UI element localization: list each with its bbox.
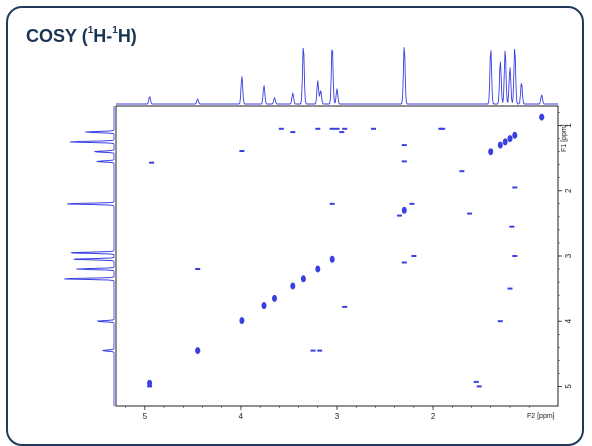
diagonal-peak	[488, 148, 494, 156]
cross-peak	[409, 202, 415, 205]
cross-peak	[512, 255, 518, 257]
cross-peak	[440, 127, 446, 130]
cross-peak	[310, 349, 316, 352]
cross-peak	[397, 214, 402, 217]
cross-peak	[315, 127, 321, 130]
cross-peak	[317, 349, 323, 352]
y-tick-label: 1	[564, 123, 573, 128]
x-tick-label: 4	[239, 412, 244, 421]
cross-peak	[278, 127, 284, 130]
diagonal-peak	[315, 265, 321, 273]
f1-projection	[64, 106, 115, 406]
diagonal-peak	[300, 275, 306, 283]
diagonal-peak	[239, 317, 245, 325]
cross-peak	[147, 385, 153, 388]
cross-peak	[149, 161, 155, 164]
x-axis: 5 4 3 2	[125, 406, 530, 421]
y-tick-label: 4	[564, 318, 573, 323]
cross-peak	[239, 150, 245, 152]
cross-peak	[342, 305, 348, 308]
figure-card	[6, 6, 584, 446]
y-tick-label: 3	[564, 253, 573, 258]
chart-title: COSY (1H-1H)	[26, 25, 137, 46]
cross-peak	[329, 202, 335, 205]
cross-peak	[459, 170, 465, 173]
cross-peak	[401, 160, 407, 163]
diagonal-peak	[329, 255, 335, 263]
diagonal-peak	[401, 206, 407, 214]
diagonal-peak	[497, 141, 503, 149]
y-axis-label: F1 [ppm]	[561, 124, 568, 152]
cross-peak	[329, 127, 335, 130]
cross-peak	[507, 287, 513, 290]
cross-peak	[342, 127, 348, 130]
diagonal-peak	[507, 135, 513, 143]
f1-projection-trace	[64, 106, 115, 406]
cross-peak	[339, 131, 345, 134]
diagonal-peak	[271, 294, 277, 302]
cross-peak	[473, 380, 479, 383]
x-tick-label: 5	[143, 412, 148, 421]
cross-peak	[476, 385, 482, 388]
diagonal-peak	[261, 302, 267, 310]
cross-peak	[509, 225, 515, 228]
y-tick-label: 5	[564, 384, 573, 389]
cross-peak	[539, 116, 545, 119]
cross-peak	[334, 127, 340, 130]
f2-projection	[116, 47, 558, 105]
cross-peak	[290, 131, 296, 134]
cross-peak	[411, 255, 417, 257]
cosy-spectrum: 5 4 3 2 1 2 3 4 5 F2 [ppm] F1 [ppm]	[64, 47, 573, 421]
cross-peak	[497, 320, 503, 323]
cross-peak	[512, 186, 518, 189]
x-tick-label: 3	[335, 412, 340, 421]
x-axis-label: F2 [ppm]	[527, 413, 555, 420]
f2-projection-trace	[116, 47, 558, 105]
cross-peak	[401, 261, 407, 264]
y-axis: 1 2 3 4 5	[558, 112, 573, 389]
x-tick-label: 2	[431, 412, 436, 421]
cross-peak	[195, 349, 201, 352]
y-tick-label: 2	[564, 188, 573, 193]
cross-peak	[371, 127, 376, 130]
cross-peak	[195, 268, 201, 270]
contour-peaks	[147, 113, 545, 388]
diagonal-peak	[512, 131, 518, 139]
diagonal-peak	[290, 282, 296, 290]
cross-peak	[401, 144, 407, 147]
diagonal-peak	[502, 138, 508, 146]
cross-peak	[467, 212, 473, 215]
